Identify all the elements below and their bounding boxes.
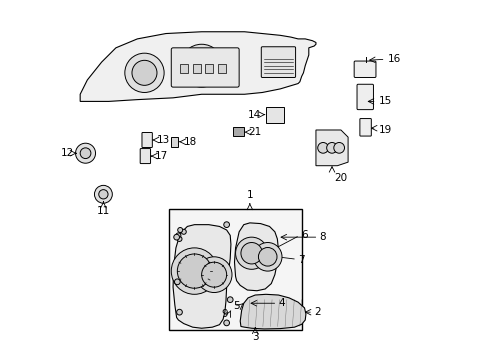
- Circle shape: [180, 44, 223, 87]
- Circle shape: [99, 190, 108, 199]
- Text: 17: 17: [154, 151, 167, 161]
- Text: 1: 1: [246, 190, 253, 200]
- Circle shape: [173, 234, 179, 240]
- Circle shape: [124, 53, 164, 93]
- Bar: [169, 208, 301, 330]
- Circle shape: [224, 320, 229, 326]
- Circle shape: [181, 229, 186, 234]
- Text: 4: 4: [278, 298, 285, 308]
- Text: 14: 14: [247, 110, 260, 120]
- Text: 12: 12: [61, 148, 74, 158]
- Circle shape: [132, 60, 157, 85]
- FancyBboxPatch shape: [140, 149, 150, 163]
- Circle shape: [176, 233, 181, 238]
- Polygon shape: [234, 223, 278, 291]
- Circle shape: [171, 248, 217, 294]
- Bar: [205, 64, 213, 73]
- Text: 11: 11: [97, 206, 110, 216]
- FancyBboxPatch shape: [359, 118, 370, 136]
- Circle shape: [177, 254, 211, 288]
- Bar: [265, 107, 283, 123]
- Circle shape: [224, 222, 229, 228]
- Circle shape: [196, 257, 231, 293]
- Text: 8: 8: [319, 232, 325, 242]
- Text: 16: 16: [386, 54, 400, 64]
- Circle shape: [177, 237, 182, 242]
- Bar: [217, 64, 225, 73]
- Text: 20: 20: [334, 173, 347, 183]
- Polygon shape: [173, 225, 230, 328]
- FancyBboxPatch shape: [261, 47, 295, 77]
- Circle shape: [333, 143, 344, 153]
- FancyBboxPatch shape: [356, 84, 373, 110]
- Text: 19: 19: [378, 125, 391, 135]
- Circle shape: [253, 243, 282, 271]
- Circle shape: [80, 148, 91, 158]
- Text: 3: 3: [251, 332, 258, 342]
- Text: 5: 5: [233, 301, 240, 311]
- Circle shape: [258, 248, 276, 266]
- FancyBboxPatch shape: [353, 61, 375, 77]
- Text: 7: 7: [298, 255, 304, 265]
- Circle shape: [174, 279, 180, 285]
- Bar: [233, 127, 244, 136]
- Circle shape: [227, 297, 233, 302]
- Circle shape: [94, 185, 112, 203]
- Circle shape: [326, 143, 337, 153]
- Bar: [180, 64, 188, 73]
- Circle shape: [176, 309, 182, 315]
- Text: 10: 10: [188, 276, 201, 286]
- Circle shape: [75, 143, 95, 163]
- Polygon shape: [240, 294, 305, 329]
- Text: 13: 13: [157, 135, 170, 145]
- Text: 6: 6: [300, 230, 307, 240]
- Bar: [192, 64, 200, 73]
- Circle shape: [201, 262, 226, 287]
- Text: 9: 9: [222, 309, 228, 319]
- Polygon shape: [315, 130, 347, 166]
- Circle shape: [241, 243, 262, 264]
- Circle shape: [177, 228, 183, 233]
- FancyBboxPatch shape: [171, 48, 239, 87]
- Text: 18: 18: [183, 137, 197, 147]
- Bar: [170, 137, 178, 147]
- FancyBboxPatch shape: [142, 132, 152, 148]
- Circle shape: [317, 143, 328, 153]
- Circle shape: [235, 237, 267, 269]
- Text: 21: 21: [247, 127, 261, 137]
- PathPatch shape: [80, 32, 315, 102]
- Text: 2: 2: [313, 307, 320, 317]
- Text: 15: 15: [378, 96, 391, 107]
